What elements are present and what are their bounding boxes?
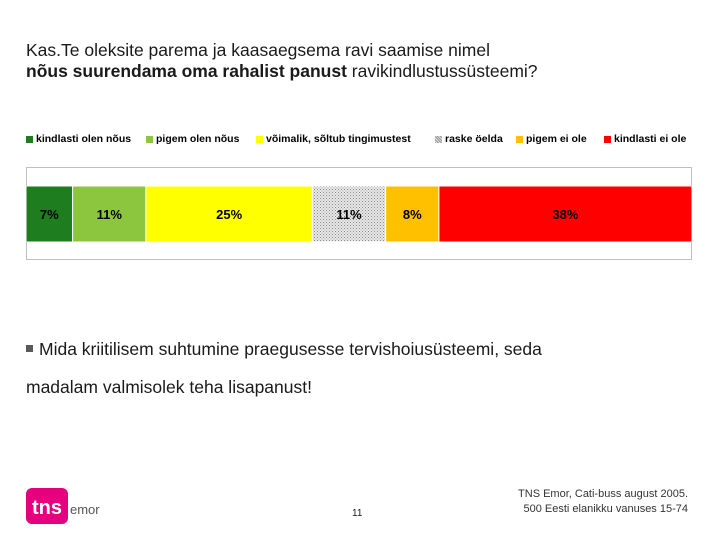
title-line-2-bold: nõus suurendama oma rahalist panust xyxy=(26,61,347,81)
legend-label: kindlasti ei ole xyxy=(614,133,687,145)
slide-title: Kas.Te oleksite parema ja kaasaegsema ra… xyxy=(26,40,706,82)
legend-swatch xyxy=(435,135,442,143)
chart-legend: kindlasti olen nõus pigem olen nõus võim… xyxy=(26,133,706,147)
legend-item-raske-oelda: raske öelda xyxy=(435,133,503,145)
bar-segment-4 xyxy=(311,186,387,242)
logo-word-tns: tns xyxy=(32,497,62,519)
legend-label: pigem ei ole xyxy=(526,133,587,145)
stacked-bar-chart: 7% 11% 25% 11% 8% 38% xyxy=(26,186,692,242)
bar-data-label-5: 8% xyxy=(403,207,422,222)
bar-data-label-3: 25% xyxy=(216,207,242,222)
bullet-line-2: madalam valmisolek teha lisapanust! xyxy=(26,377,312,397)
source-line-1: TNS Emor, Cati-buss august 2005. xyxy=(518,488,688,500)
title-line-2-rest: ravikindlustussüsteemi? xyxy=(346,61,538,81)
legend-item-kindlasti-olen-nous: kindlasti olen nõus xyxy=(26,133,131,145)
legend-label: pigem olen nõus xyxy=(156,133,240,145)
logo-badge xyxy=(26,488,68,524)
bar-data-label-6: 38% xyxy=(552,207,578,222)
legend-swatch xyxy=(146,135,153,143)
source-line-2: 500 Eesti elanikku vanuses 15-74 xyxy=(523,503,689,515)
bullet-statement: Mida kriitilisem suhtumine praegusesse t… xyxy=(26,330,686,406)
legend-swatch xyxy=(26,135,33,143)
bar-segment-6 xyxy=(438,186,692,242)
page-number: 11 xyxy=(352,508,363,519)
legend-swatch xyxy=(516,135,523,143)
title-line-1: Kas.Te oleksite parema ja kaasaegsema ra… xyxy=(26,40,490,60)
bar-segment-3 xyxy=(145,186,313,242)
legend-label: võimalik, sõltub tingimustest xyxy=(266,133,411,145)
legend-swatch xyxy=(604,135,611,143)
bullet-icon xyxy=(26,344,33,352)
tns-emor-logo: tns emor xyxy=(26,488,100,524)
bar-segment-5 xyxy=(385,186,440,242)
bar-data-label-1: 7% xyxy=(40,207,59,222)
bar-data-label-4: 11% xyxy=(336,207,362,222)
legend-item-pigem-ei-ole: pigem ei ole xyxy=(516,133,587,145)
legend-label: raske öelda xyxy=(445,133,503,145)
legend-label: kindlasti olen nõus xyxy=(36,133,132,145)
bar-data-label-2: 11% xyxy=(97,207,123,222)
source-note: TNS Emor, Cati-buss august 2005. 500 Ees… xyxy=(470,487,688,517)
legend-item-kindlasti-ei-ole: kindlasti ei ole xyxy=(604,133,686,145)
logo-word-emor: emor xyxy=(70,502,100,517)
legend-item-pigem-olen-nous: pigem olen nõus xyxy=(146,133,239,145)
title-line-2: nõus suurendama oma rahalist panust ravi… xyxy=(26,61,706,82)
legend-swatch xyxy=(256,135,263,143)
bar-segment-2 xyxy=(72,186,147,242)
bullet-line-1: Mida kriitilisem suhtumine praegusesse t… xyxy=(39,339,542,359)
legend-item-voimalik: võimalik, sõltub tingimustest xyxy=(256,133,411,145)
